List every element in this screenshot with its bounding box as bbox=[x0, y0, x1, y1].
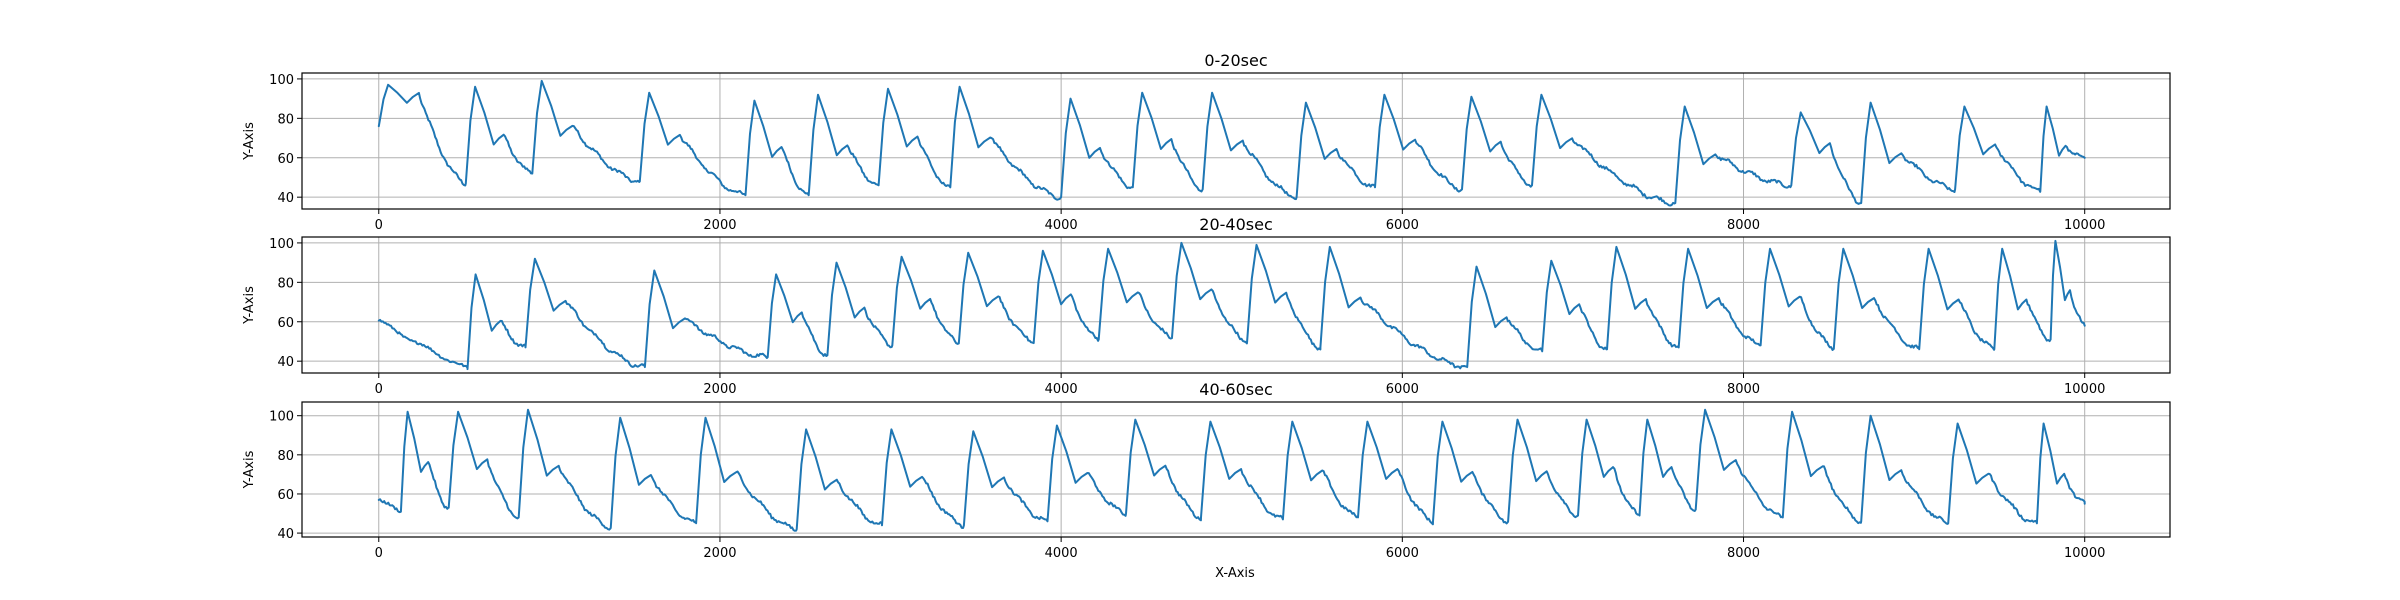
x-axis-label: X-Axis bbox=[1215, 566, 1255, 581]
y-tick-label: 40 bbox=[277, 527, 294, 542]
x-tick-label: 4000 bbox=[1045, 382, 1078, 397]
x-tick-label: 10000 bbox=[2064, 546, 2105, 561]
x-tick-label: 4000 bbox=[1045, 218, 1078, 233]
x-tick-label: 0 bbox=[375, 218, 383, 233]
x-tick-label: 8000 bbox=[1727, 382, 1760, 397]
y-tick-label: 60 bbox=[277, 316, 294, 331]
x-tick-label: 10000 bbox=[2064, 218, 2105, 233]
subplot-title: 0-20sec bbox=[1204, 51, 1267, 70]
x-tick-label: 10000 bbox=[2064, 382, 2105, 397]
y-tick-label: 60 bbox=[277, 152, 294, 167]
x-tick-label: 6000 bbox=[1386, 382, 1419, 397]
y-tick-label: 60 bbox=[277, 488, 294, 503]
y-tick-label: 40 bbox=[277, 191, 294, 206]
x-tick-label: 0 bbox=[375, 546, 383, 561]
y-tick-label: 80 bbox=[277, 276, 294, 291]
y-axis-label: Y-Axis bbox=[242, 122, 257, 161]
y-tick-label: 40 bbox=[277, 355, 294, 370]
y-tick-label: 100 bbox=[269, 237, 294, 252]
subplot-title: 20-40sec bbox=[1199, 215, 1272, 234]
series-line bbox=[377, 79, 2086, 207]
y-tick-label: 100 bbox=[269, 410, 294, 425]
x-tick-label: 6000 bbox=[1386, 546, 1419, 561]
x-tick-label: 2000 bbox=[703, 382, 736, 397]
subplot-title: 40-60sec bbox=[1199, 380, 1272, 399]
y-axis-label: Y-Axis bbox=[242, 286, 257, 325]
axes-frame bbox=[301, 401, 2171, 538]
subplot-2: 0 2000 4000 6000 8000 10000 40 60 80 100 20-40sec Y… bbox=[242, 215, 2171, 397]
x-tick-label: 0 bbox=[375, 382, 383, 397]
x-tick-label: 6000 bbox=[1386, 218, 1419, 233]
series-line bbox=[377, 408, 2086, 532]
x-tick-label: 4000 bbox=[1045, 546, 1078, 561]
axes-frame bbox=[301, 72, 2171, 210]
y-axis-label: Y-Axis bbox=[242, 450, 257, 489]
y-tick-label: 80 bbox=[277, 112, 294, 127]
subplot-1: 0 2000 4000 6000 8000 10000 40 60 80 100 0-20sec Y-… bbox=[242, 51, 2171, 233]
x-tick-label: 2000 bbox=[703, 546, 736, 561]
x-tick-label: 8000 bbox=[1727, 218, 1760, 233]
x-tick-label: 8000 bbox=[1727, 546, 1760, 561]
axes-frame bbox=[301, 236, 2171, 374]
series-line bbox=[377, 239, 2086, 371]
y-tick-label: 100 bbox=[269, 73, 294, 88]
subplot-3: 0 2000 4000 6000 8000 10000 40 60 80 100 40-60sec Y… bbox=[242, 380, 2171, 561]
y-tick-label: 80 bbox=[277, 449, 294, 464]
x-tick-label: 2000 bbox=[703, 218, 736, 233]
